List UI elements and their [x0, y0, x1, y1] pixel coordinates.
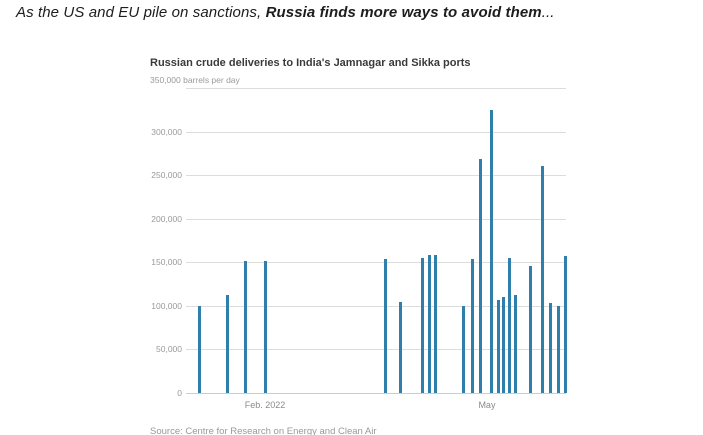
y-axis-tick-label: 300,000 — [151, 126, 182, 137]
y-axis-tick-label: 200,000 — [151, 213, 182, 224]
bar — [548, 303, 552, 393]
bar — [434, 255, 438, 393]
headline: As the US and EU pile on sanctions, Russ… — [16, 4, 555, 21]
gridline — [186, 88, 566, 89]
x-axis-tick-label: Feb. 2022 — [244, 400, 286, 410]
bar — [428, 255, 432, 393]
bar — [502, 297, 506, 393]
gridline — [186, 349, 566, 351]
bar — [507, 257, 511, 393]
y-axis-tick-label: 250,000 — [151, 170, 182, 181]
y-axis-unit-label: 350,000 barrels per day — [150, 75, 240, 85]
bar — [496, 299, 500, 393]
gridline — [186, 262, 566, 264]
y-axis-tick-label: 0 — [177, 388, 182, 398]
bar — [478, 159, 482, 393]
bar — [399, 302, 403, 393]
bar — [513, 295, 517, 393]
bar — [263, 260, 267, 393]
headline-emphasis: Russia finds more ways to avoid them — [265, 4, 542, 21]
bar — [471, 258, 474, 393]
bar — [383, 258, 387, 393]
bar — [225, 295, 229, 393]
gridline — [186, 218, 566, 220]
headline-prefix: As the US and EU pile on sanctions, — [16, 4, 266, 21]
bar — [556, 305, 560, 393]
chart-source: Source: Centre for Research on Energy an… — [150, 426, 377, 435]
x-axis-tick-label: May — [478, 400, 496, 410]
chart: Russian crude deliveries to India's Jamn… — [148, 55, 578, 435]
y-axis-tick-label: 150,000 — [151, 257, 182, 268]
plot-area — [186, 88, 568, 394]
bar — [244, 260, 248, 393]
headline-suffix: ... — [541, 4, 555, 21]
gridline — [186, 305, 566, 307]
gridline — [186, 131, 566, 133]
y-axis-tick-label: 50,000 — [156, 344, 182, 355]
bar — [540, 165, 544, 393]
bar — [198, 305, 202, 393]
y-axis-tick-label: 100,000 — [151, 300, 182, 311]
bar — [490, 109, 493, 393]
bar — [420, 257, 424, 393]
chart-title: Russian crude deliveries to India's Jamn… — [150, 57, 471, 69]
bar — [529, 265, 533, 393]
bar — [564, 256, 568, 393]
gridline — [186, 393, 566, 394]
bar — [461, 305, 465, 393]
gridline — [186, 175, 566, 177]
